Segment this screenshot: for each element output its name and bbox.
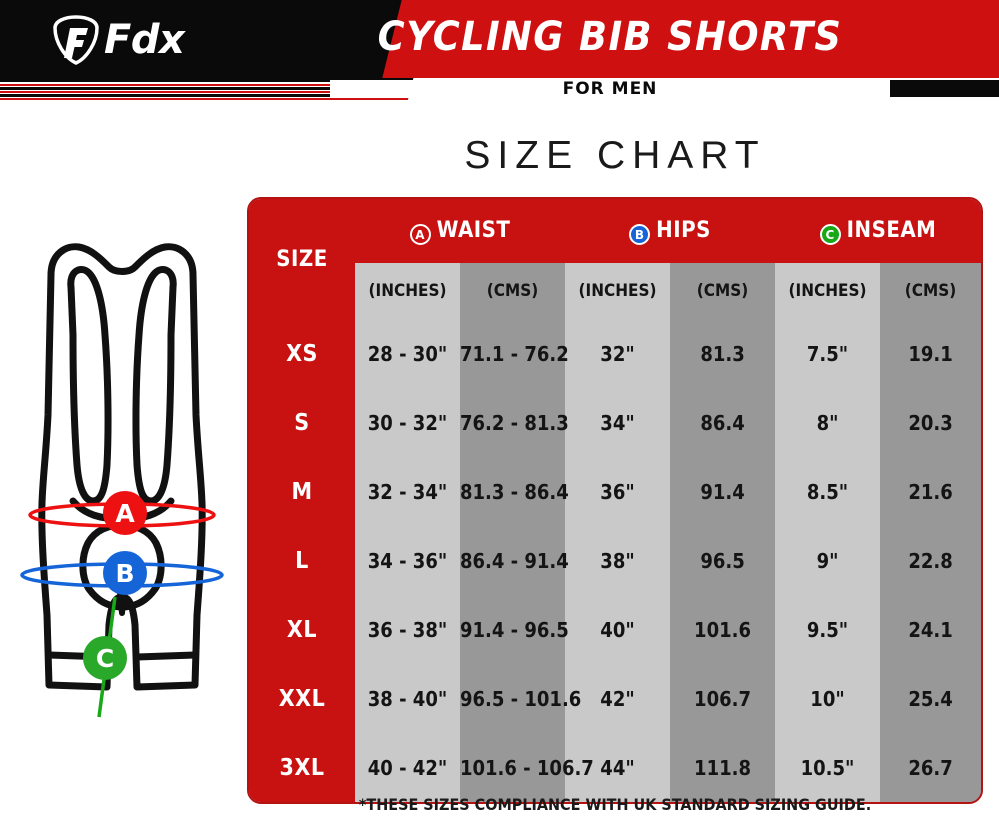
cell-waist-cms: 81.3 - 86.4 (460, 457, 569, 526)
cell-inseam-inches: 10" (775, 664, 881, 733)
size-chart-table-wrapper: SIZE A WAIST B HIPS C INSEAM (INCHES) (CMS) (247, 197, 983, 804)
brand-logo: Fdx (52, 14, 185, 66)
header-unit-waist-inches: (INCHES) (355, 263, 460, 319)
cell-inseam-cms: 25.4 (880, 664, 981, 733)
cell-waist-inches: 38 - 40" (355, 664, 460, 733)
table-row: 3XL 40 - 42" 101.6 - 106.7 44" 111.8 10.… (249, 733, 981, 802)
cell-hips-cms: 81.3 (670, 319, 776, 388)
header-size: SIZE (249, 199, 355, 319)
cell-hips-inches: 36" (565, 457, 671, 526)
badge-b-icon: B (629, 223, 651, 245)
svg-text:A: A (115, 499, 135, 528)
header-banner: Fdx CYCLING BIB SHORTS FOR MEN (0, 0, 999, 105)
table-row: S 30 - 32" 76.2 - 81.3 34" 86.4 8" 20.3 (249, 388, 981, 457)
header-group-inseam-label: INSEAM (846, 217, 937, 243)
table-group-header-row: SIZE A WAIST B HIPS C INSEAM (249, 199, 981, 319)
badge-a-icon: A (409, 223, 431, 245)
cell-waist-cms: 76.2 - 81.3 (460, 388, 569, 457)
cell-hips-inches: 40" (565, 595, 671, 664)
cell-waist-inches: 32 - 34" (355, 457, 460, 526)
banner-red-cap (940, 0, 999, 78)
fdx-shield-icon (53, 15, 99, 65)
cell-waist-inches: 34 - 36" (355, 526, 460, 595)
cell-inseam-cms: 26.7 (880, 733, 981, 802)
cell-inseam-cms: 22.8 (880, 526, 981, 595)
table-row: XL 36 - 38" 91.4 - 96.5 40" 101.6 9.5" 2… (249, 595, 981, 664)
cell-waist-cms: 86.4 - 91.4 (460, 526, 569, 595)
header-unit-inseam-inches: (INCHES) (775, 263, 881, 319)
row-size-3xl: 3XL (249, 733, 355, 802)
diagram-marker-b: B (103, 551, 147, 595)
header-group-hips-label: HIPS (656, 217, 711, 243)
header-group-waist-label: WAIST (436, 217, 511, 243)
row-size-m: M (249, 457, 355, 526)
stripe-red-3 (0, 98, 409, 100)
svg-text:C: C (96, 644, 114, 673)
table-row: XS 28 - 30" 71.1 - 76.2 32" 81.3 7.5" 19… (249, 319, 981, 388)
cell-hips-cms: 101.6 (670, 595, 776, 664)
table-unit-header-row: (INCHES) (CMS) (INCHES) (CMS) (INCHES) (… (249, 263, 981, 319)
cell-inseam-cms: 20.3 (880, 388, 981, 457)
cell-waist-cms: 96.5 - 101.6 (460, 664, 581, 733)
cell-inseam-inches: 9" (775, 526, 881, 595)
cell-waist-cms: 101.6 - 106.7 (460, 733, 594, 802)
cell-waist-inches: 36 - 38" (355, 595, 460, 664)
row-size-l: L (249, 526, 355, 595)
cell-hips-cms: 86.4 (670, 388, 776, 457)
cell-waist-inches: 40 - 42" (355, 733, 460, 802)
cell-waist-inches: 30 - 32" (355, 388, 460, 457)
size-chart-table: SIZE A WAIST B HIPS C INSEAM (INCHES) (CMS) (249, 199, 981, 802)
cell-hips-inches: 32" (565, 319, 671, 388)
cell-hips-cms: 96.5 (670, 526, 776, 595)
row-size-xxl: XXL (249, 664, 355, 733)
cell-hips-cms: 111.8 (670, 733, 776, 802)
table-row: L 34 - 36" 86.4 - 91.4 38" 96.5 9" 22.8 (249, 526, 981, 595)
cell-hips-inches: 44" (565, 733, 671, 802)
cell-hips-inches: 42" (565, 664, 671, 733)
svg-text:B: B (115, 559, 134, 588)
header-group-hips: B HIPS (565, 199, 776, 263)
cell-hips-inches: 34" (565, 388, 671, 457)
cell-inseam-inches: 7.5" (775, 319, 881, 388)
bib-shorts-diagram: A B C (5, 225, 240, 735)
table-row: XXL 38 - 40" 96.5 - 101.6 42" 106.7 10" … (249, 664, 981, 733)
cell-waist-cms: 91.4 - 96.5 (460, 595, 569, 664)
banner-subtitle: FOR MEN (330, 79, 890, 99)
header-unit-waist-cms: (CMS) (460, 263, 566, 319)
cell-inseam-inches: 10.5" (775, 733, 881, 802)
cell-inseam-cms: 24.1 (880, 595, 981, 664)
cell-inseam-cms: 21.6 (880, 457, 981, 526)
header-unit-hips-inches: (INCHES) (565, 263, 671, 319)
page-title: SIZE CHART (464, 134, 766, 177)
cell-inseam-inches: 8" (775, 388, 881, 457)
header-unit-hips-cms: (CMS) (670, 263, 776, 319)
cell-inseam-inches: 8.5" (775, 457, 881, 526)
cell-waist-inches: 28 - 30" (355, 319, 460, 388)
brand-name: Fdx (104, 17, 185, 63)
header-unit-inseam-cms: (CMS) (880, 263, 981, 319)
footnote: *THESE SIZES COMPLIANCE WITH UK STANDARD… (358, 795, 872, 814)
cell-inseam-inches: 9.5" (775, 595, 881, 664)
header-group-waist: A WAIST (355, 199, 566, 263)
banner-title: CYCLING BIB SHORTS (377, 14, 843, 60)
banner-subtitle-text: FOR MEN (554, 79, 666, 99)
diagram-marker-a: A (103, 491, 147, 535)
badge-c-icon: C (819, 223, 841, 245)
cell-hips-cms: 91.4 (670, 457, 776, 526)
cell-hips-inches: 38" (565, 526, 671, 595)
diagram-marker-c: C (83, 636, 127, 680)
header-group-inseam: C INSEAM (775, 199, 981, 263)
table-row: M 32 - 34" 81.3 - 86.4 36" 91.4 8.5" 21.… (249, 457, 981, 526)
cell-waist-cms: 71.1 - 76.2 (460, 319, 569, 388)
cell-inseam-cms: 19.1 (880, 319, 981, 388)
row-size-xs: XS (249, 319, 355, 388)
cell-hips-cms: 106.7 (670, 664, 776, 733)
bib-shorts-illustration: A B C (20, 243, 224, 718)
banner-black-bar-cap (930, 80, 999, 97)
row-size-s: S (249, 388, 355, 457)
row-size-xl: XL (249, 595, 355, 664)
